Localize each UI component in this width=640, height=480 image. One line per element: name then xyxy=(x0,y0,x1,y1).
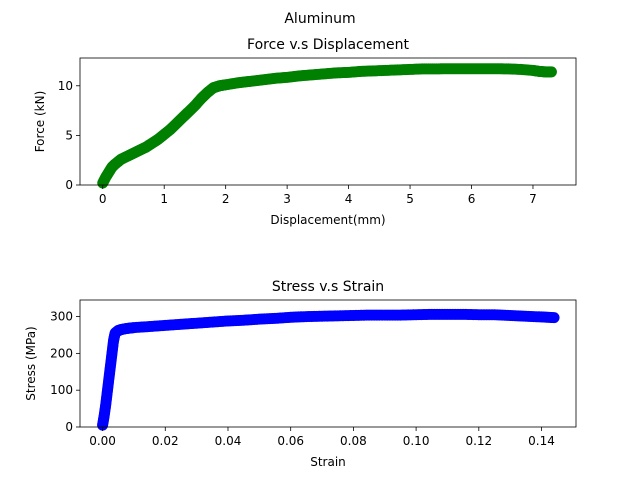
x-tick-label: 1 xyxy=(160,192,168,206)
chart-title: Force v.s Displacement xyxy=(247,37,409,53)
y-tick-label: 200 xyxy=(50,346,73,360)
x-axis-label: Displacement(mm) xyxy=(270,213,385,227)
axes-frame xyxy=(79,57,577,186)
x-tick-label: 5 xyxy=(406,192,414,206)
x-tick-label: 0.14 xyxy=(528,434,555,448)
x-tick-label: 0.00 xyxy=(89,434,116,448)
x-tick-label: 6 xyxy=(468,192,476,206)
x-tick-label: 2 xyxy=(222,192,230,206)
chart-force-displacement: 0 1 2 3 4 5 6 7 0 5 10 Force v.s Displacement Dis… xyxy=(33,37,577,227)
y-tick-label: 300 xyxy=(50,310,73,324)
x-tick-label: 0.02 xyxy=(152,434,179,448)
x-tick-label: 0 xyxy=(99,192,107,206)
data-point xyxy=(548,312,560,324)
plot-points xyxy=(97,308,560,431)
y-axis-label: Force (kN) xyxy=(33,91,47,153)
x-tick-label: 7 xyxy=(529,192,537,206)
x-ticks: 0 1 2 3 4 5 6 7 xyxy=(99,185,537,206)
x-tick-label: 0.04 xyxy=(215,434,242,448)
y-tick-label: 10 xyxy=(58,79,73,93)
x-axis-label: Strain xyxy=(310,455,346,469)
x-tick-label: 0.10 xyxy=(403,434,430,448)
y-tick-label: 0 xyxy=(65,178,73,192)
data-point xyxy=(545,66,557,78)
x-tick-label: 0.12 xyxy=(465,434,492,448)
x-tick-label: 3 xyxy=(283,192,291,206)
plot-points xyxy=(97,63,557,189)
y-axis-label: Stress (MPa) xyxy=(24,326,38,400)
figure-suptitle: Aluminum xyxy=(284,11,355,27)
axes-frame xyxy=(79,299,577,428)
chart-title: Stress v.s Strain xyxy=(272,279,384,295)
y-tick-label: 100 xyxy=(50,383,73,397)
x-ticks: 0.00 0.02 0.04 0.06 0.08 0.10 0.12 0.14 xyxy=(89,427,555,448)
chart-stress-strain: 0.00 0.02 0.04 0.06 0.08 0.10 0.12 0.14 0 100 200… xyxy=(24,279,577,469)
y-tick-label: 5 xyxy=(65,128,73,142)
x-tick-label: 0.08 xyxy=(340,434,367,448)
y-ticks: 0 100 200 300 xyxy=(50,310,80,434)
x-tick-label: 0.06 xyxy=(277,434,304,448)
y-tick-label: 0 xyxy=(65,420,73,434)
y-ticks: 0 5 10 xyxy=(58,79,80,192)
x-tick-label: 4 xyxy=(345,192,353,206)
